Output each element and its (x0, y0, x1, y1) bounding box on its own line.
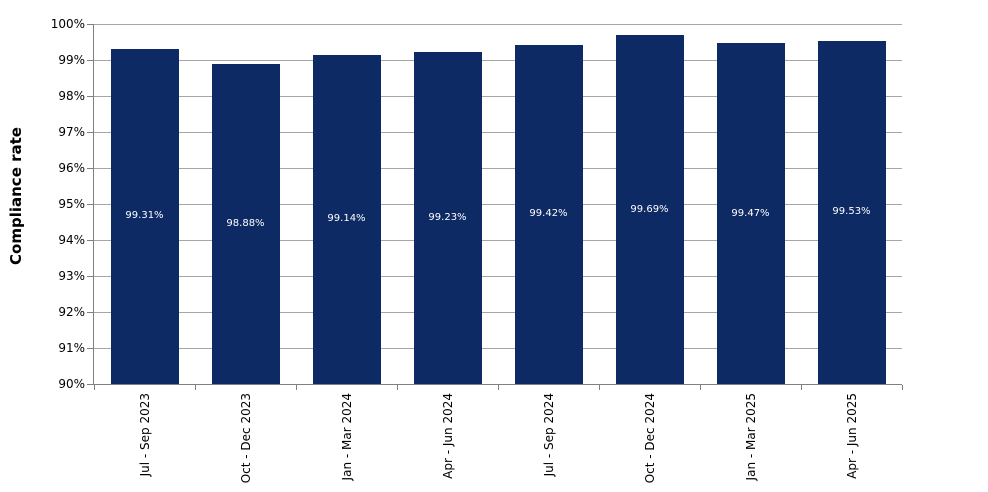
bar: 99.42% (514, 44, 583, 384)
gridline (94, 312, 902, 313)
x-axis-category-label: Jul - Sep 2024 (541, 393, 556, 477)
y-axis-tick-label: 100% (50, 17, 85, 31)
y-axis-tick-mark (87, 24, 93, 25)
y-axis-tick-label: 90% (58, 377, 85, 391)
x-axis-tick-mark (195, 385, 196, 390)
x-axis-category-label: Apr - Jun 2024 (440, 393, 455, 479)
y-axis-tick-label: 94% (58, 233, 85, 247)
x-axis-tick-mark (902, 385, 903, 390)
bar-value-label: 98.88% (226, 218, 265, 230)
y-axis-tick-mark (87, 384, 93, 385)
bar-value-label: 99.42% (529, 208, 568, 220)
y-axis-tick-mark (87, 348, 93, 349)
gridline (94, 96, 902, 97)
x-axis-category-label: Oct - Dec 2023 (238, 393, 253, 484)
x-axis-tick-mark (599, 385, 600, 390)
gridline (94, 60, 902, 61)
y-axis-tick-label: 96% (58, 161, 85, 175)
y-axis-tick-mark (87, 240, 93, 241)
gridline (94, 240, 902, 241)
bar-value-label: 99.23% (428, 211, 467, 223)
x-axis-category-label: Oct - Dec 2024 (642, 393, 657, 484)
gridline (94, 348, 902, 349)
bar: 99.53% (817, 40, 886, 384)
y-axis-tick-label: 99% (58, 53, 85, 67)
gridline (94, 204, 902, 205)
y-axis-tick-label: 98% (58, 89, 85, 103)
y-axis-tick-label: 91% (58, 341, 85, 355)
bar-value-label: 99.47% (731, 207, 770, 219)
y-axis-tick-label: 92% (58, 305, 85, 319)
x-axis-tick-mark (397, 385, 398, 390)
x-axis-tick-mark (296, 385, 297, 390)
bar: 99.47% (716, 43, 785, 384)
bar: 99.23% (413, 51, 482, 384)
bar-value-label: 99.31% (125, 210, 164, 222)
x-axis-category-label: Jan - Mar 2025 (743, 393, 758, 481)
y-axis-tick-label: 93% (58, 269, 85, 283)
x-axis-tick-mark (700, 385, 701, 390)
gridline (94, 168, 902, 169)
x-axis-category-label: Jan - Mar 2024 (339, 393, 354, 481)
y-axis-tick-mark (87, 60, 93, 61)
y-axis-tick-mark (87, 132, 93, 133)
x-axis-category-label: Apr - Jun 2025 (844, 393, 859, 479)
bar: 99.14% (312, 54, 381, 384)
x-axis-tick-mark (801, 385, 802, 390)
gridline (94, 24, 902, 25)
y-axis-tick-mark (87, 96, 93, 97)
y-axis-tick-mark (87, 168, 93, 169)
x-axis-category-label: Jul - Sep 2023 (137, 393, 152, 477)
y-axis-tick-label: 97% (58, 125, 85, 139)
plot-area: 100% 99% 98% 97% 96% 95% 94% 93% 92% 91% 90% 99.31%… (51, 17, 903, 483)
x-axis-tick-mark (498, 385, 499, 390)
y-axis-tick-mark (87, 276, 93, 277)
y-axis-tick-mark (87, 312, 93, 313)
bar-value-label: 99.14% (327, 213, 366, 225)
y-axis-tick-label: 95% (58, 197, 85, 211)
gridline (94, 132, 902, 133)
y-axis-tick-mark (87, 204, 93, 205)
bar-value-label: 99.53% (832, 206, 871, 218)
bar-value-label: 99.69% (630, 203, 669, 215)
bar: 98.88% (211, 64, 280, 384)
bar: 99.69% (615, 35, 684, 384)
gridline (94, 276, 902, 277)
bar: 99.31% (110, 48, 179, 384)
x-axis-tick-mark (94, 385, 95, 390)
